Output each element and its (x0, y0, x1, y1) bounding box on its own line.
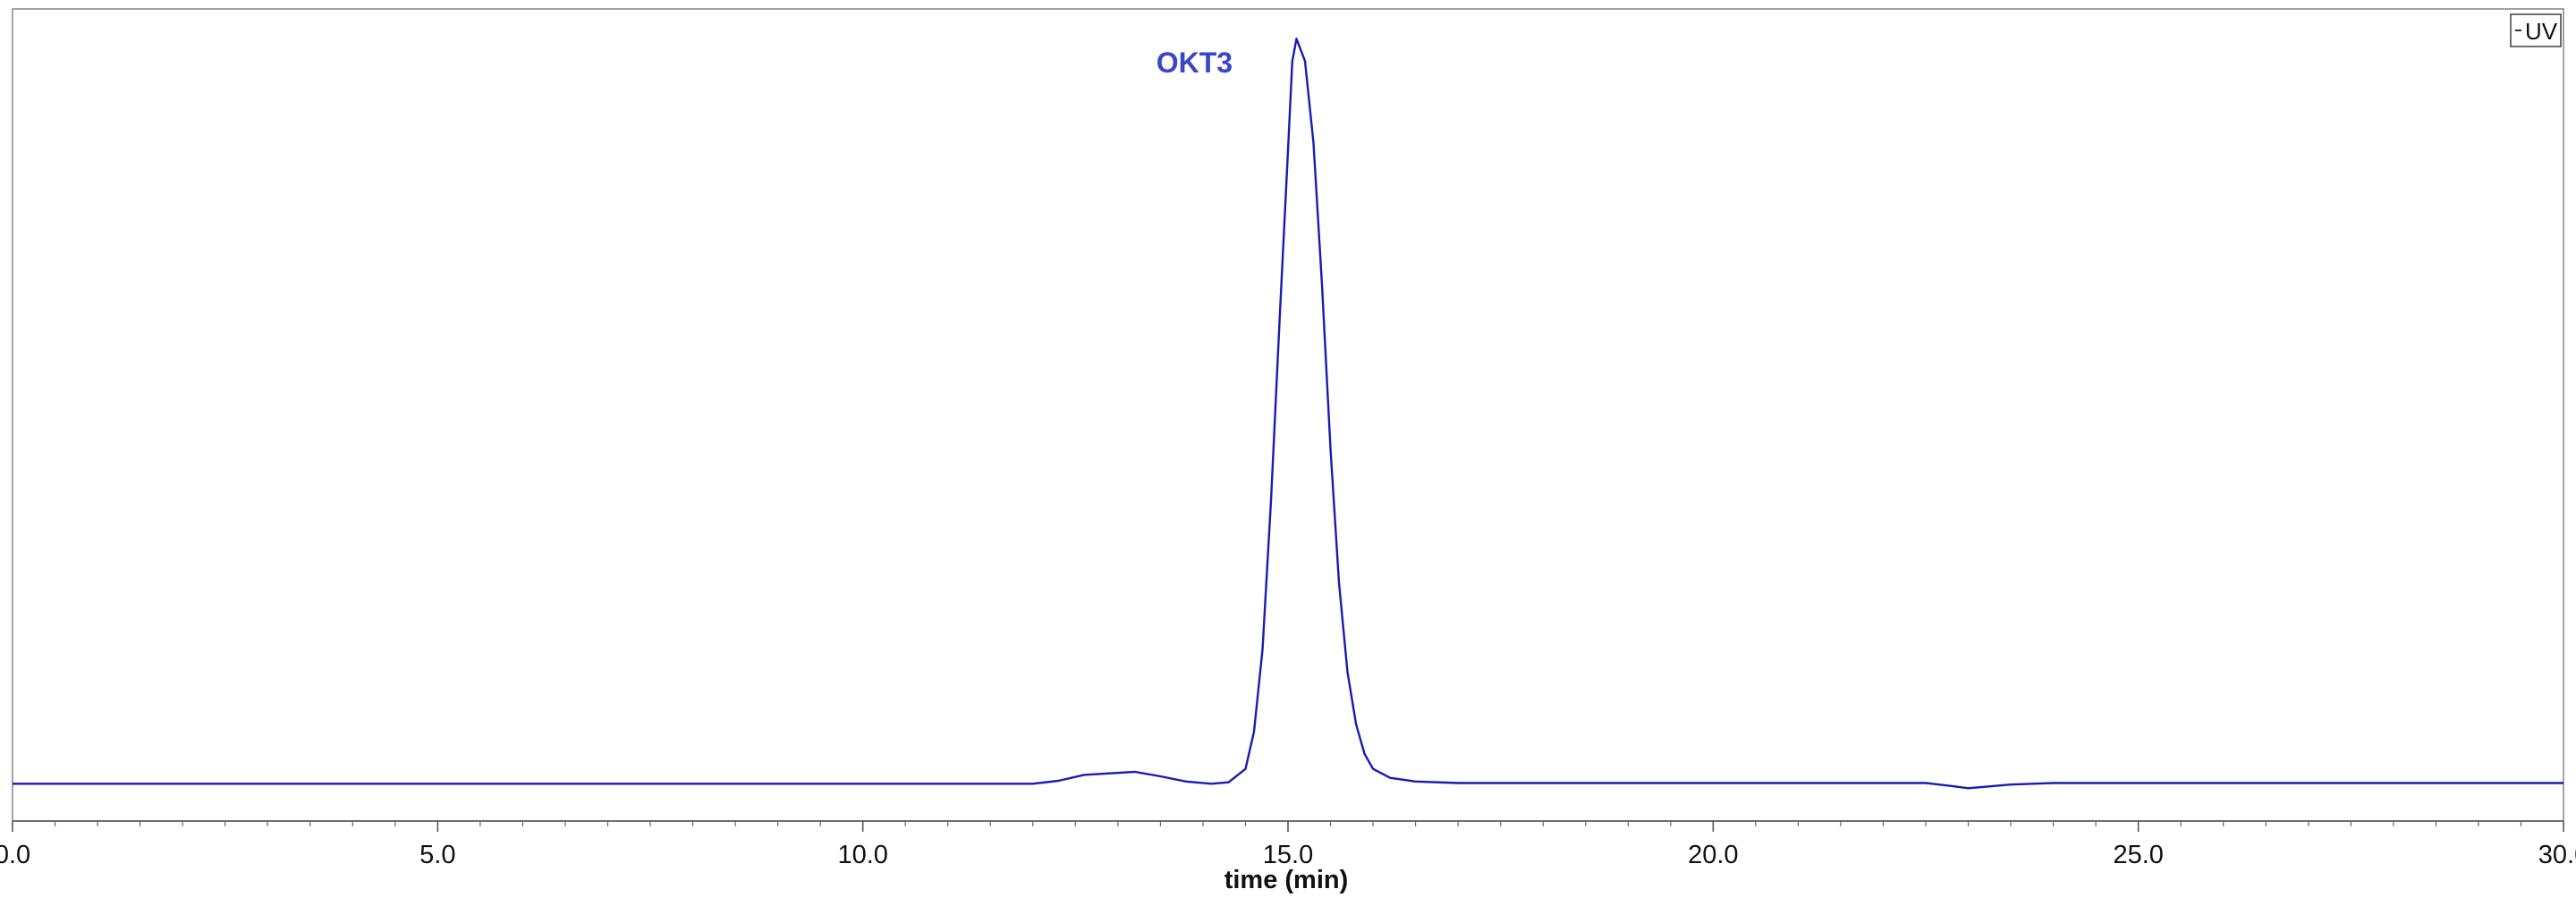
x-major-ticks (12, 821, 2564, 832)
x-tick-label: 20.0 (1688, 841, 1738, 869)
x-tick-label: 10.0 (837, 841, 887, 869)
x-axis-label: time (min) (1224, 866, 1349, 894)
x-tick-labels: 0.0 5.0 10.0 15.0 20.0 25.0 30.0 (0, 841, 2576, 869)
x-tick-label: 0.0 (0, 841, 30, 869)
x-tick-label: 15.0 (1263, 841, 1313, 869)
peak-label-okt3: OKT3 (1157, 47, 1233, 79)
x-tick-label: 5.0 (419, 841, 455, 869)
legend-entry-uv: UV (2525, 18, 2558, 45)
uv-trace-line (13, 38, 2563, 790)
legend: UV (2510, 13, 2562, 47)
x-tick-label: 25.0 (2113, 841, 2163, 869)
x-minor-ticks (54, 821, 2522, 826)
x-tick-label: 30.0 (2538, 841, 2576, 869)
